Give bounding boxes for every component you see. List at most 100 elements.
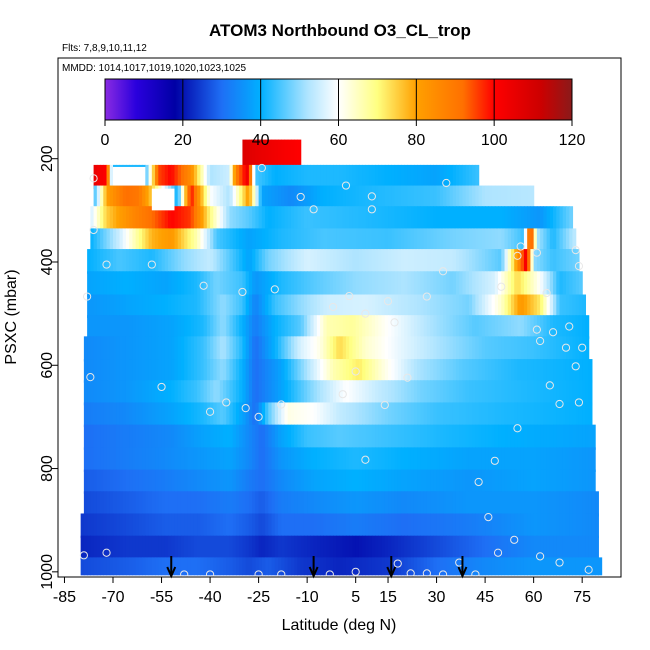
heat-cell xyxy=(549,424,554,450)
heat-cell xyxy=(142,206,146,232)
heat-cell xyxy=(475,535,480,560)
heat-cell xyxy=(352,535,357,560)
heat-cell xyxy=(556,380,561,406)
heat-cell xyxy=(562,271,567,297)
heat-cell xyxy=(514,271,519,297)
heat-cell xyxy=(507,424,512,450)
heat-cell xyxy=(375,336,379,362)
heat-cell xyxy=(527,271,532,297)
sample-point xyxy=(555,399,564,409)
heat-cell xyxy=(397,491,402,517)
heat-cell xyxy=(180,336,185,362)
sample-point xyxy=(578,343,587,352)
heat-cell xyxy=(540,447,544,473)
heat-cell xyxy=(452,535,457,560)
heat-cell xyxy=(274,424,279,450)
heat-cell xyxy=(569,557,574,576)
heat-cell xyxy=(443,185,447,210)
heat-cell xyxy=(530,557,535,576)
heat-cell xyxy=(119,469,124,494)
heat-cell xyxy=(536,359,541,383)
heat-cell xyxy=(303,164,308,190)
heat-cell xyxy=(268,164,273,190)
heat-cell xyxy=(323,359,328,383)
heat-cell xyxy=(148,336,153,362)
heat-cell xyxy=(569,271,574,297)
heat-band xyxy=(80,557,603,576)
heat-cell xyxy=(203,228,208,253)
colorbar-ticks: 0 20 40 60 80 100 120 xyxy=(101,120,585,149)
heat-cell xyxy=(588,359,593,383)
heat-cell xyxy=(536,557,541,576)
heat-cell xyxy=(533,557,538,576)
heat-cell xyxy=(578,315,583,339)
heat-cell xyxy=(155,336,159,362)
heat-cell xyxy=(138,228,143,253)
heat-cell xyxy=(323,535,328,560)
heat-cell xyxy=(378,491,383,517)
chart-title: ATOM3 Northbound O3_CL_trop xyxy=(209,21,471,40)
heat-cell xyxy=(268,424,273,450)
heat-cell xyxy=(400,513,405,539)
heat-cell xyxy=(93,315,98,339)
heat-cell xyxy=(536,249,541,274)
heat-cell xyxy=(129,535,134,560)
heat-cell xyxy=(281,271,286,297)
heat-cell xyxy=(177,249,182,274)
heat-cell xyxy=(397,315,402,339)
heat-cell xyxy=(494,535,499,560)
heat-cell xyxy=(423,447,428,473)
heat-cell xyxy=(530,359,535,383)
heat-cell xyxy=(210,164,214,190)
heat-cell xyxy=(501,206,506,232)
heat-cell xyxy=(462,402,467,428)
heat-cell xyxy=(261,469,266,494)
heat-cell xyxy=(355,294,360,319)
heat-cell xyxy=(523,294,528,319)
heat-cell xyxy=(494,359,499,383)
heat-cell xyxy=(436,469,441,494)
heat-cell xyxy=(307,206,311,232)
heat-cell xyxy=(300,424,305,450)
heat-cell xyxy=(562,424,567,450)
heat-cell xyxy=(455,336,460,362)
heat-cell xyxy=(323,447,328,473)
heat-cell xyxy=(161,249,166,274)
heat-cell xyxy=(384,271,389,297)
heat-cell xyxy=(595,557,599,576)
heat-cell xyxy=(129,206,134,232)
heat-cell xyxy=(148,315,153,339)
heat-cell xyxy=(90,294,95,319)
heat-cell xyxy=(151,315,156,339)
heat-cell xyxy=(223,402,227,428)
heat-cell xyxy=(575,447,580,473)
heat-cell xyxy=(271,164,276,190)
heat-cell xyxy=(436,402,441,428)
heat-cell xyxy=(371,402,376,428)
heat-cell xyxy=(213,336,218,362)
heat-cell xyxy=(523,491,528,517)
heat-cell xyxy=(543,315,548,339)
heat-cell xyxy=(239,164,244,190)
heat-band xyxy=(87,249,580,274)
heat-cell xyxy=(527,336,532,362)
heat-cell xyxy=(345,271,350,297)
heat-cell xyxy=(90,206,95,232)
heat-cell xyxy=(362,513,366,539)
heat-cell xyxy=(223,535,227,560)
heat-cell xyxy=(523,315,528,339)
heat-cell xyxy=(129,424,134,450)
heat-cell xyxy=(252,380,256,406)
heat-cell xyxy=(96,380,101,406)
heat-cell xyxy=(323,228,328,253)
heat-cell xyxy=(523,447,528,473)
heat-cell xyxy=(87,380,91,406)
heat-cell xyxy=(168,206,172,232)
heat-cell xyxy=(203,491,208,517)
heat-cell xyxy=(271,491,276,517)
heat-cell xyxy=(407,206,412,232)
heat-cell xyxy=(578,557,583,576)
heat-cell xyxy=(158,206,163,232)
heat-cell xyxy=(371,164,376,190)
heat-cell xyxy=(404,228,409,253)
